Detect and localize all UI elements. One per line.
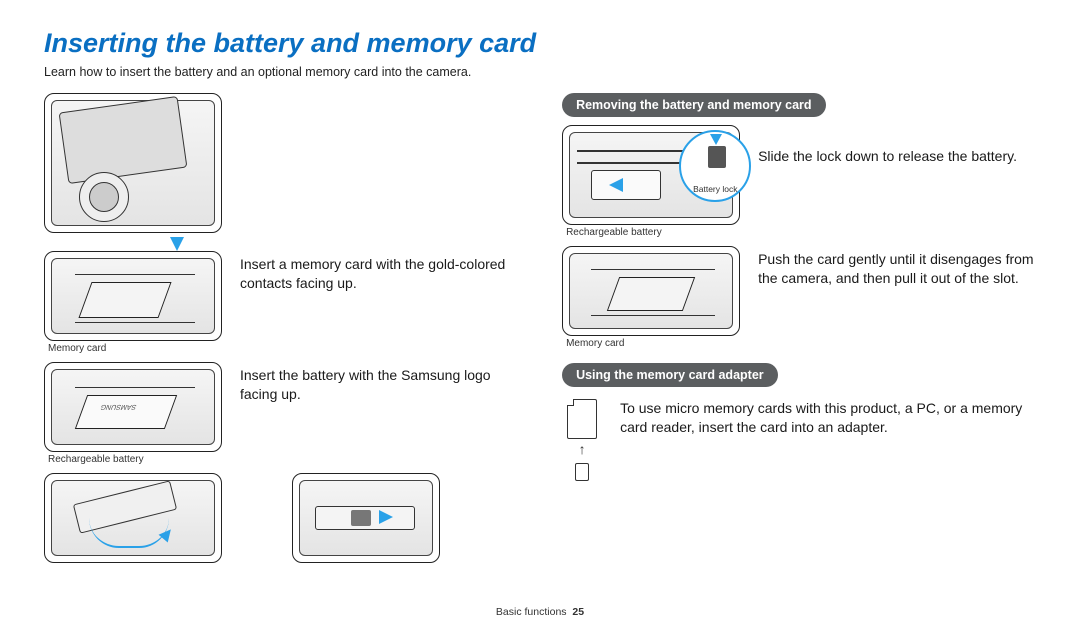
page-footer: Basic functions 25 (0, 606, 1080, 618)
diagram-slide-latch (292, 473, 440, 563)
sd-adapter-icon: ↑ (562, 399, 602, 481)
caption-memory-card-2: Memory card (562, 336, 740, 351)
pill-removing: Removing the battery and memory card (562, 93, 825, 117)
desc-push-card: Push the card gently until it disengages… (758, 246, 1036, 288)
page-title: Inserting the battery and memory card (44, 28, 1036, 59)
right-column: Removing the battery and memory card Bat… (556, 93, 1036, 569)
diagram-remove-memory-card (562, 246, 740, 336)
page-subtitle: Learn how to insert the battery and an o… (44, 65, 1036, 79)
caption-rechargeable-battery: Rechargeable battery (44, 452, 222, 467)
footer-section: Basic functions (496, 606, 567, 618)
pill-adapter: Using the memory card adapter (562, 363, 778, 387)
desc-adapter: To use micro memory cards with this prod… (620, 399, 1036, 437)
desc-slide-lock: Slide the lock down to release the batte… (758, 125, 1036, 166)
battery-lock-callout: Battery lock (679, 130, 751, 202)
diagram-camera-overview (44, 93, 222, 233)
diagram-insert-memory-card (44, 251, 222, 341)
down-arrow-icon (170, 237, 184, 251)
diagram-close-door-sweep (44, 473, 222, 563)
diagram-remove-battery: Battery lock (562, 125, 740, 225)
release-arrow-icon (609, 178, 623, 192)
desc-insert-battery: Insert the battery with the Samsung logo… (240, 362, 512, 404)
right-arrow-icon (379, 510, 393, 524)
footer-page-number: 25 (572, 606, 584, 618)
desc-insert-memory-card: Insert a memory card with the gold-color… (240, 251, 512, 293)
diagram-insert-battery: SAMSUNG (44, 362, 222, 452)
left-column: Memory card Insert a memory card with th… (44, 93, 512, 569)
content-area: Memory card Insert a memory card with th… (44, 93, 1036, 569)
label-battery-lock: Battery lock (689, 182, 741, 196)
caption-rechargeable-battery-2: Rechargeable battery (562, 225, 740, 240)
caption-memory-card: Memory card (44, 341, 222, 356)
lock-down-arrow-icon (710, 134, 722, 145)
